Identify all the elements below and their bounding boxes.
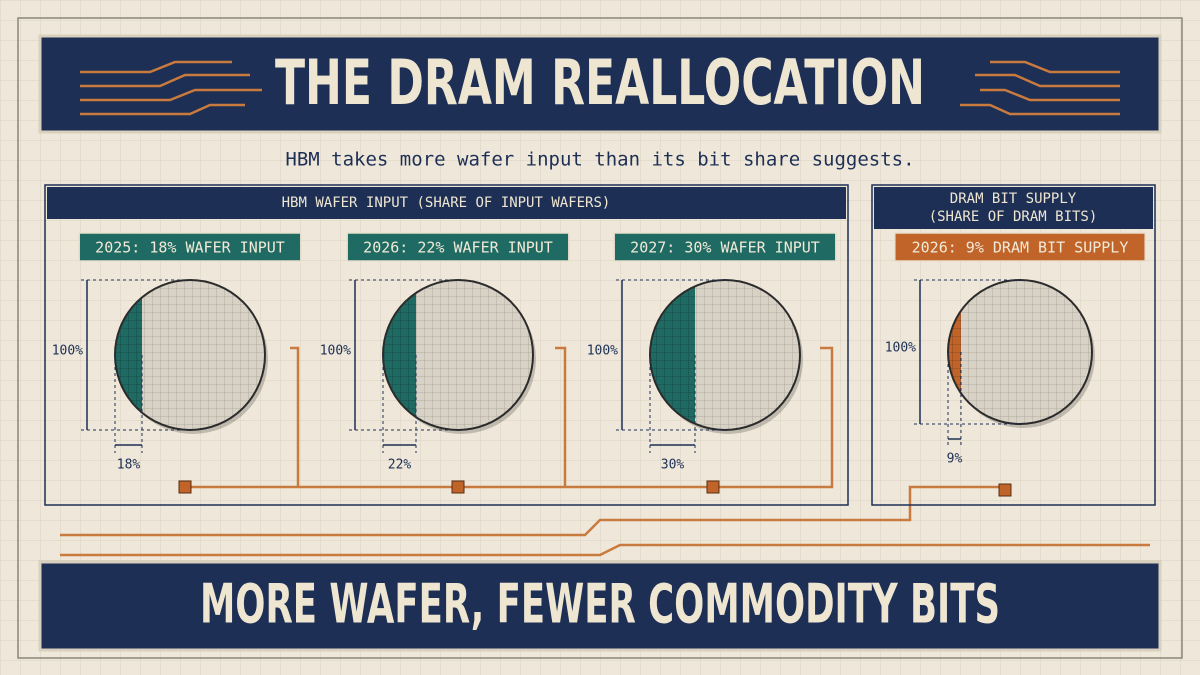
wafer-label: 2027: 30% WAFER INPUT bbox=[630, 239, 820, 257]
dimension-share-label: 18% bbox=[117, 458, 141, 473]
wafer-label: 2026: 22% WAFER INPUT bbox=[363, 239, 553, 257]
panel-header bbox=[47, 187, 846, 219]
dimension-share-label: 22% bbox=[388, 458, 412, 473]
title: THE DRAM REALLOCATION bbox=[275, 46, 925, 119]
wafer-label-box bbox=[894, 232, 1146, 262]
dimension-full-label: 100% bbox=[320, 344, 351, 359]
header-banner bbox=[38, 34, 1162, 134]
panel-title: DRAM BIT SUPPLY bbox=[950, 191, 1077, 207]
wafer-label: 2026: 9% DRAM BIT SUPPLY bbox=[912, 239, 1129, 257]
panel-header bbox=[874, 187, 1153, 229]
circuit-pad bbox=[178, 480, 192, 494]
wafer-label-box bbox=[613, 232, 837, 262]
dimension-share-label: 30% bbox=[661, 458, 685, 473]
panel-title: HBM WAFER INPUT (SHARE OF INPUT WAFERS) bbox=[282, 195, 611, 211]
circuit-pad bbox=[998, 483, 1012, 497]
panel-title: (SHARE OF DRAM BITS) bbox=[929, 209, 1098, 225]
wafer bbox=[115, 280, 265, 430]
wafer bbox=[383, 280, 533, 430]
dimension-full-label: 100% bbox=[52, 344, 83, 359]
wafer-label-box bbox=[78, 232, 302, 262]
footer-banner bbox=[38, 560, 1162, 652]
wafer-label: 2025: 18% WAFER INPUT bbox=[95, 239, 285, 257]
dimension-share-label: 9% bbox=[947, 452, 963, 467]
wafer-label-box bbox=[346, 232, 570, 262]
circuit-pad bbox=[451, 480, 465, 494]
panel-frame bbox=[871, 184, 1156, 506]
dimension-full-label: 100% bbox=[587, 344, 618, 359]
wafer bbox=[948, 280, 1092, 424]
subtitle: HBM takes more wafer input than its bit … bbox=[285, 149, 914, 171]
dimension-full-label: 100% bbox=[885, 341, 916, 356]
panel-frame bbox=[44, 184, 849, 506]
footer-title: MORE WAFER, FEWER COMMODITY BITS bbox=[200, 573, 1000, 636]
frame bbox=[17, 17, 1183, 659]
circuit-pad bbox=[706, 480, 720, 494]
